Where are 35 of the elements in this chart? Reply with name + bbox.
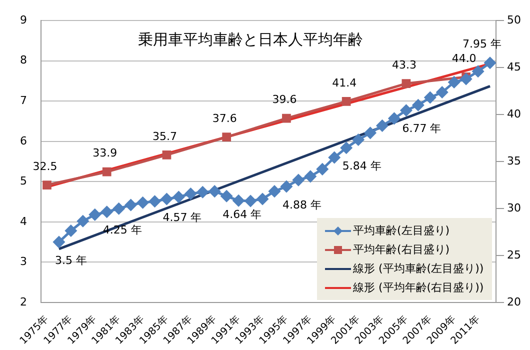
data-label: 4.88 年 (282, 198, 322, 212)
data-label: 4.64 年 (222, 208, 262, 222)
data-label: 7.95 年 (462, 38, 502, 51)
data-label: 32.5 (32, 160, 58, 173)
data-label: 35.7 (152, 130, 177, 143)
y-tick-label: 6 (20, 134, 27, 148)
data-label: 37.6 (212, 112, 237, 125)
legend-label: 線形 (平均車齢(左目盛り)) (353, 261, 484, 276)
legend-label: 平均車齢(左目盛り) (353, 223, 450, 238)
data-label: 33.9 (92, 146, 118, 160)
data-label: 44.0 (452, 52, 476, 65)
y2-tick-label: 25 (507, 248, 522, 262)
data-label: 43.3 (392, 58, 416, 72)
y2-tick-label: 30 (507, 201, 522, 214)
y-tick-label: 9 (20, 13, 27, 26)
data-label: 39.6 (272, 93, 297, 106)
y-tick-label: 5 (20, 174, 27, 188)
y2-tick-label: 50 (507, 13, 522, 26)
legend-label: 平均年齢(右目盛り) (353, 242, 450, 258)
y2-tick-label: 20 (507, 295, 522, 308)
y2-tick-label: 45 (507, 60, 522, 74)
data-label: 41.4 (332, 76, 357, 90)
y2-tick-label: 35 (507, 154, 522, 168)
data-label: 3.5 年 (54, 254, 87, 267)
y-tick-label: 4 (20, 214, 27, 228)
y-tick-label: 8 (20, 54, 27, 67)
data-label: 5.84 年 (342, 160, 382, 173)
text: 乗用車平均車齢と日本人平均年齢 (138, 30, 363, 48)
data-label: 4.57 年 (162, 210, 202, 224)
data-label: 6.77 年 (402, 122, 442, 136)
legend-label: 線形 (平均年齢(右目盛り)) (353, 280, 484, 296)
y2-tick-label: 40 (507, 107, 522, 120)
y-tick-label: 2 (20, 295, 27, 308)
y-tick-label: 7 (20, 94, 27, 107)
y-tick-label: 3 (20, 255, 27, 268)
